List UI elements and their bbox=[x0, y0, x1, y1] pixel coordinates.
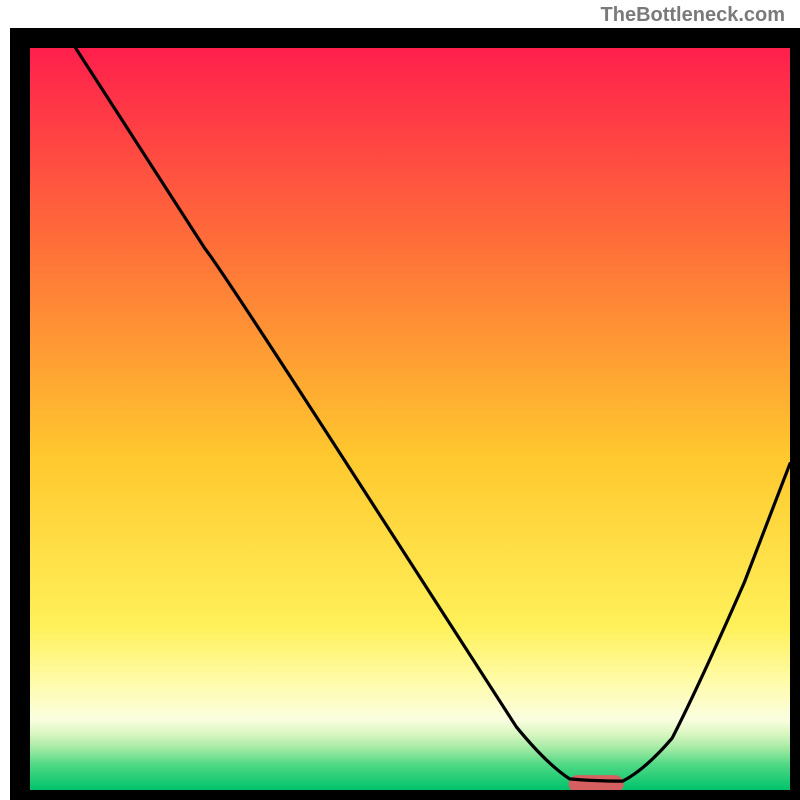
watermark-text: TheBottleneck.com bbox=[601, 4, 785, 27]
plot-bg bbox=[30, 48, 790, 790]
border-top bbox=[10, 28, 800, 48]
border-left bbox=[10, 28, 30, 800]
border-bottom bbox=[10, 790, 800, 800]
chart-canvas: TheBottleneck.com bbox=[0, 0, 800, 800]
border-right bbox=[790, 28, 800, 800]
chart-svg bbox=[0, 0, 800, 800]
